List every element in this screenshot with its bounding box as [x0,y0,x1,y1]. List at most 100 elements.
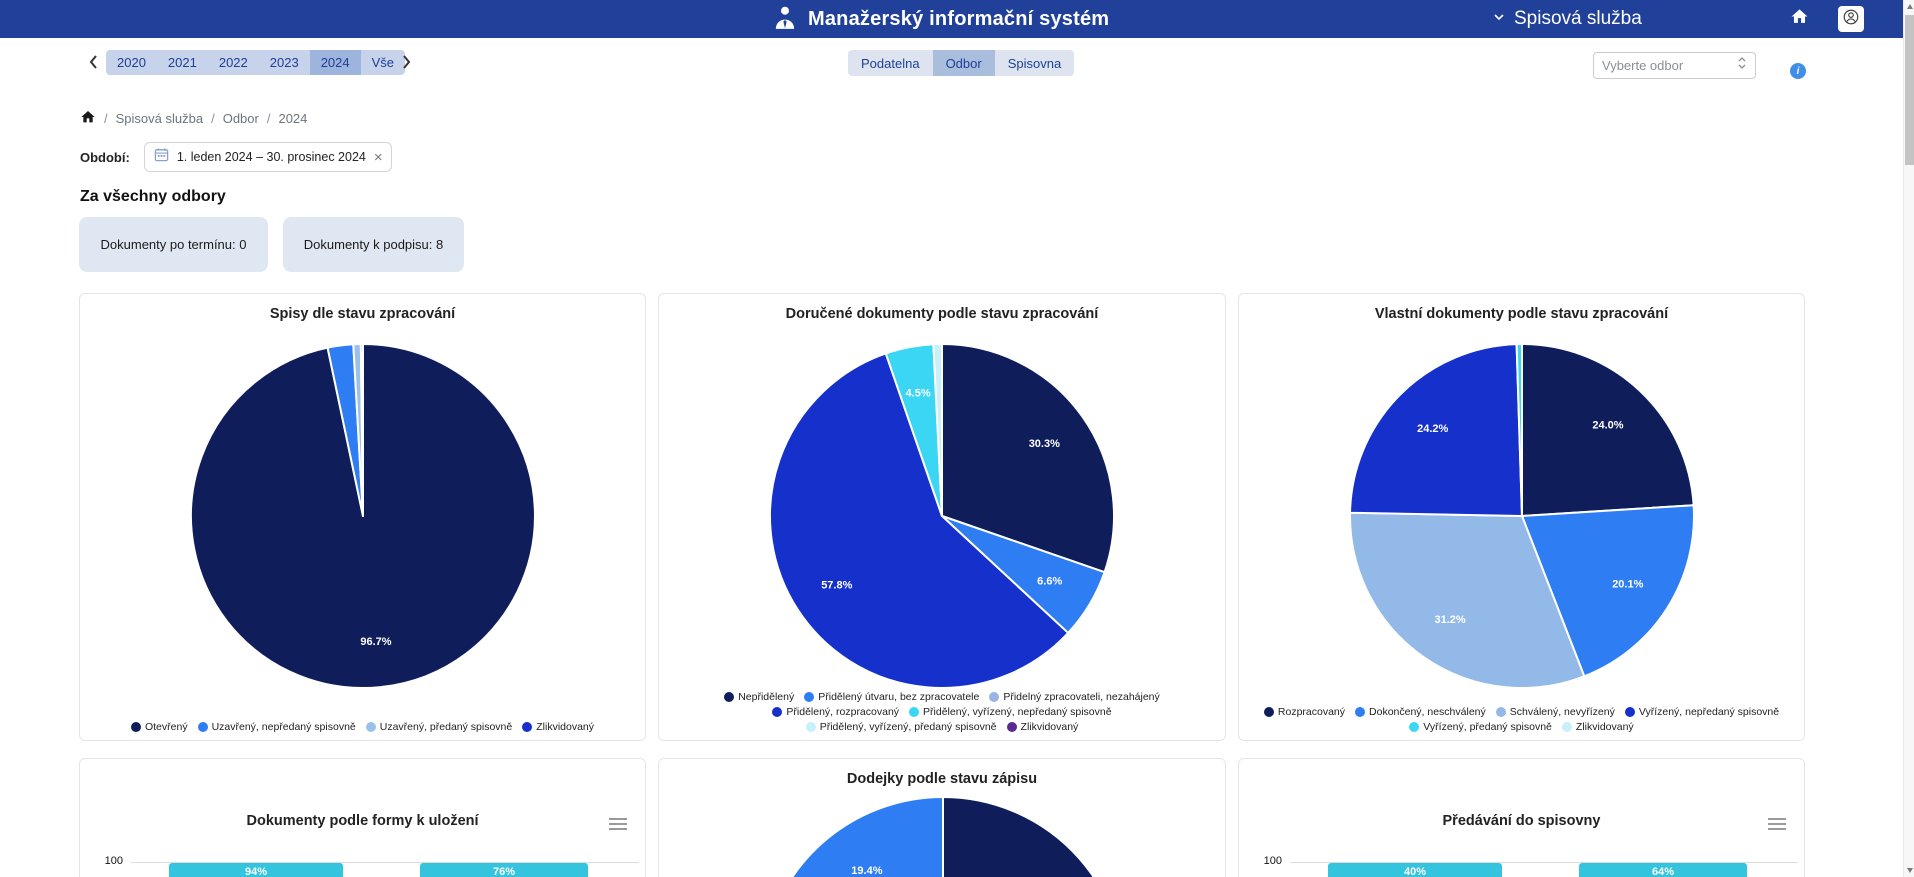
legend-label: Zlikvidovaný [1575,721,1634,733]
legend-label: Uzavřený, předaný spisovně [379,721,513,733]
info-icon[interactable]: i [1790,63,1806,79]
legend-item[interactable]: Dokončený, neschválený [1355,706,1486,718]
module-switcher[interactable]: Spisová služba [1492,0,1642,38]
legend-label: Vyřízený, nepředaný spisovně [1638,706,1780,718]
year-tab-vse[interactable]: Vše [360,50,406,75]
breadcrumb-item-2024[interactable]: 2024 [278,111,308,126]
pie-slice [1349,511,1586,689]
app-title: Manažerský informační systém [808,7,1110,30]
scrollbar-thumb[interactable] [1905,15,1914,165]
legend-label: Přidělený útvaru, bez zpracovatele [818,691,980,703]
bar: 94% [169,863,343,877]
pie-slice [942,796,1095,877]
section-tabs: Podatelna Odbor Spisovna [848,50,1075,76]
legend-label: Vyřízený, předaný spisovně [1423,721,1552,733]
legend-item[interactable]: Uzavřený, předaný spisovně [365,721,513,733]
odbor-select[interactable]: Vyberte odbor [1593,52,1756,79]
legend-dot-icon [197,722,208,732]
breadcrumb-separator: / [104,111,108,126]
legend-dot-icon [804,692,815,702]
clear-period-icon[interactable]: × [373,148,383,166]
chart-card-dodejky: Dodejky podle stavu zápisu 19.4% [658,758,1226,877]
chart-title: Dokumenty podle formy k uložení [246,813,479,829]
pie-chart: 19.4% [733,769,1153,877]
chart-title: Vlastní dokumenty podle stavu zpracování [1374,306,1669,322]
legend-item[interactable]: Rozpracovaný [1263,706,1345,718]
period-row: Období: 1. leden 2024 – 30. prosinec 202… [80,142,392,172]
legend-dot-icon [1355,707,1366,717]
chart-menu-icon[interactable] [1768,815,1786,833]
home-button[interactable] [1786,6,1812,32]
legend-item[interactable]: Přidělený útvaru, bez zpracovatele [804,691,979,703]
chart-title: Doručené dokumenty podle stavu zpracován… [785,306,1099,322]
legend-item[interactable]: Nepřidělený [724,691,794,703]
year-tab-2020[interactable]: 2020 [106,50,157,75]
breadcrumb-item-spisova-sluzba[interactable]: Spisová služba [115,111,204,126]
chart-card-predavani: Předávání do spisovny 100 40% 64% [1238,758,1805,877]
legend-label: Schválený, nevyřízený [1509,706,1615,718]
legend-item[interactable]: Zlikvidovaný [522,721,594,733]
year-tab-2021[interactable]: 2021 [156,50,208,75]
account-button[interactable] [1838,6,1864,32]
chart-card-spisy: Spisy dle stavu zpracování 96.7% Otevřen… [79,293,646,741]
chart-legend: Rozpracovaný Dokončený, neschválený Schvál… [1239,706,1804,733]
bar-chart: 100 40% 64% [1239,759,1804,877]
legend-item[interactable]: Přidělený, vyřízený, předaný spisovně [805,721,997,733]
legend-item[interactable]: Otevřený [130,721,188,733]
legend-dot-icon [772,707,783,717]
chart-menu-icon[interactable] [609,815,627,833]
pie-percent-label: 24.2% [1417,423,1448,435]
year-tabs: 2020 2021 2022 2023 2024 Vše [106,50,406,75]
pie-chart: 96.7% [173,326,553,711]
scrollbar[interactable] [1903,0,1914,877]
section-heading: Za všechny odbory [80,188,226,205]
pie-slice [1515,342,1523,517]
legend-item[interactable]: Uzavřený, nepředaný spisovně [197,721,356,733]
calendar-icon [154,147,169,167]
legend-label: Nepřidělený [738,691,795,703]
legend-item[interactable]: Zlikvidovaný [1006,721,1078,733]
legend-item[interactable]: Zlikvidovaný [1561,721,1634,733]
legend-dot-icon [724,692,735,702]
tab-podatelna[interactable]: Podatelna [848,50,933,76]
scroll-down-icon[interactable] [1904,864,1914,877]
bar: 76% [420,863,588,877]
legend-label: Přidělený, vyřízený, nepředaný spisovně [923,706,1112,718]
breadcrumb-item-odbor[interactable]: Odbor [222,111,259,126]
chart-legend: Otevřený Uzavřený, nepředaný spisovně Uzav… [80,721,645,733]
pie-slice [769,352,1070,689]
legend-dot-icon [989,692,1000,702]
year-tab-2022[interactable]: 2022 [207,50,259,75]
legend-item[interactable]: Přidělený, rozpracovaný [772,706,899,718]
user-silhouette-icon [772,3,798,36]
legend-dot-icon [1263,707,1274,717]
scroll-up-icon[interactable] [1904,0,1914,13]
legend-item[interactable]: Přidělený, vyřízený, nepředaný spisovně [909,706,1112,718]
legend-item[interactable]: Vyřízený, předaný spisovně [1409,721,1552,733]
year-tab-2023[interactable]: 2023 [258,50,310,75]
pie-percent-label: 30.3% [1029,438,1060,450]
year-tab-2024[interactable]: 2024 [309,50,361,75]
pie-chart: 30.3% 6.6% 57.8% 4.5% [752,326,1132,711]
breadcrumb-home-icon[interactable] [80,109,96,128]
legend-label: Dokončený, neschválený [1369,706,1486,718]
pie-percent-label: 31.2% [1434,614,1465,626]
chart-title: Předávání do spisovny [1442,813,1601,829]
top-navbar: Manažerský informační systém Spisová slu… [0,0,1903,38]
legend-item[interactable]: Schválený, nevyřízený [1495,706,1615,718]
stat-dokumenty-k-podpisu: Dokumenty k podpisu: 8 [283,217,464,272]
tab-odbor[interactable]: Odbor [932,50,995,76]
year-prev-button[interactable] [86,54,102,70]
legend-item[interactable]: Vyřízený, nepředaný spisovně [1624,706,1780,718]
legend-label: Přidělený, rozpracovaný [786,706,900,718]
pie-percent-label: 19.4% [851,865,882,877]
chart-card-vlastni: Vlastní dokumenty podle stavu zpracování… [1238,293,1805,741]
legend-dot-icon [1624,707,1635,717]
pie-percent-label: 96.7% [360,636,391,648]
legend-item[interactable]: Přidelný zpracovateli, nezahájený [989,691,1160,703]
period-picker[interactable]: 1. leden 2024 – 30. prosinec 2024 × [143,142,392,172]
year-next-button[interactable] [398,54,414,70]
tab-spisovna[interactable]: Spisovna [994,50,1075,76]
bar-chart: 100 94% 76% [80,759,645,877]
legend-dot-icon [909,707,920,717]
